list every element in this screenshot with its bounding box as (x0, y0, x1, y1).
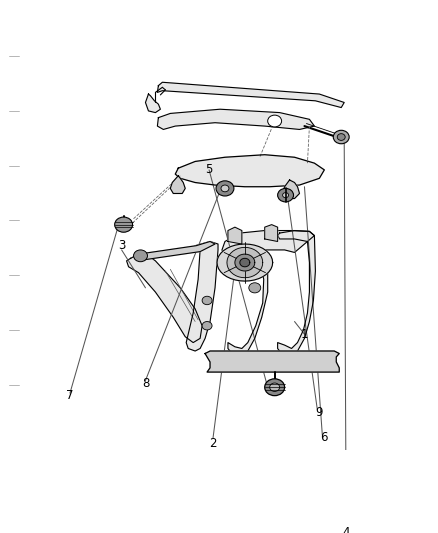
Text: 3: 3 (118, 239, 125, 252)
Polygon shape (157, 82, 343, 108)
Circle shape (264, 379, 284, 395)
Polygon shape (222, 231, 314, 259)
Circle shape (336, 134, 344, 140)
Polygon shape (170, 176, 185, 193)
Circle shape (332, 130, 348, 144)
Circle shape (277, 188, 293, 202)
Polygon shape (157, 109, 314, 130)
Circle shape (201, 296, 212, 305)
Text: 7: 7 (66, 389, 74, 402)
Polygon shape (205, 351, 339, 372)
Polygon shape (282, 180, 299, 198)
Text: 5: 5 (205, 164, 212, 176)
Polygon shape (126, 254, 201, 343)
Circle shape (267, 115, 281, 127)
Text: 1: 1 (300, 328, 307, 341)
Polygon shape (239, 259, 249, 266)
Polygon shape (227, 257, 267, 355)
Text: 8: 8 (141, 376, 149, 390)
Polygon shape (145, 94, 160, 112)
Polygon shape (227, 227, 241, 244)
Circle shape (248, 283, 260, 293)
Circle shape (269, 383, 279, 391)
Polygon shape (234, 254, 254, 271)
Circle shape (114, 217, 132, 232)
Text: 4: 4 (342, 526, 349, 533)
Polygon shape (277, 231, 314, 355)
Polygon shape (175, 155, 324, 187)
Polygon shape (136, 241, 215, 260)
Polygon shape (186, 241, 218, 351)
Circle shape (220, 185, 229, 192)
Circle shape (201, 321, 212, 330)
Text: 2: 2 (209, 437, 216, 450)
Polygon shape (216, 244, 272, 281)
Polygon shape (226, 247, 262, 278)
Circle shape (282, 192, 288, 198)
Circle shape (215, 181, 233, 196)
Text: 9: 9 (315, 406, 322, 419)
Circle shape (133, 250, 147, 262)
Text: 6: 6 (320, 431, 327, 445)
Polygon shape (264, 224, 277, 241)
